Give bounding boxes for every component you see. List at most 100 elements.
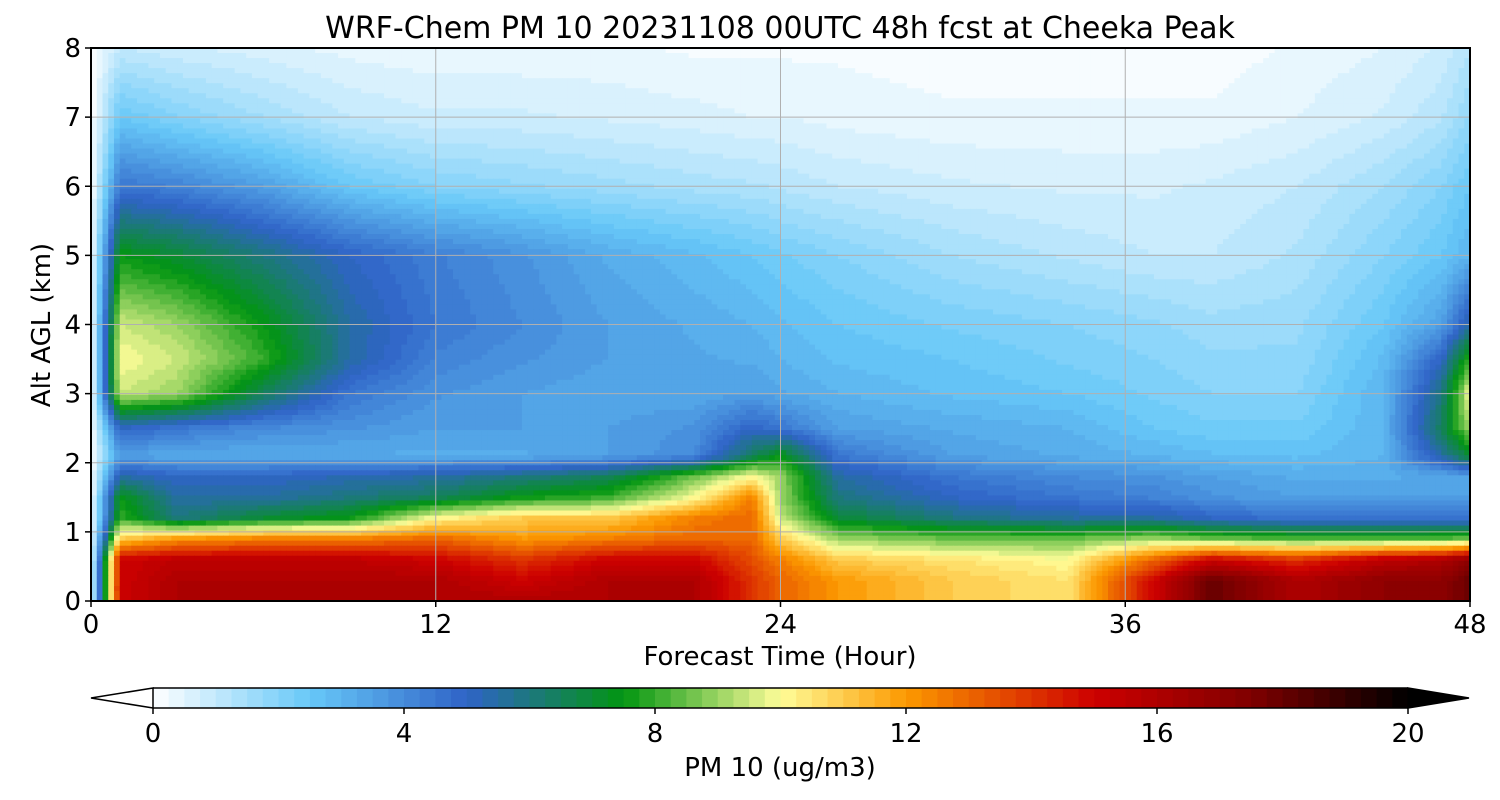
heatmap-cell xyxy=(1148,108,1154,114)
heatmap-cell xyxy=(1045,138,1051,144)
heatmap-cell xyxy=(826,108,832,114)
heatmap-cell xyxy=(1137,138,1143,144)
heatmap-cell xyxy=(1378,123,1384,129)
heatmap-cell xyxy=(1217,83,1223,89)
heatmap-cell xyxy=(1062,108,1068,114)
heatmap-cell xyxy=(1292,144,1298,150)
heatmap-cell xyxy=(1407,68,1413,74)
heatmap-cell xyxy=(269,103,275,109)
heatmap-cell xyxy=(413,138,419,144)
heatmap-cell xyxy=(258,93,264,99)
heatmap-cell xyxy=(568,73,574,79)
heatmap-cell xyxy=(1418,118,1424,124)
heatmap-cell xyxy=(867,88,873,94)
heatmap-cell xyxy=(683,58,689,64)
heatmap-cell xyxy=(660,88,666,94)
heatmap-cell xyxy=(539,88,545,94)
heatmap-cell xyxy=(591,93,597,99)
heatmap-cell xyxy=(1234,83,1240,89)
heatmap-cell xyxy=(637,138,643,144)
heatmap-cell xyxy=(160,133,166,139)
heatmap-cell xyxy=(1413,83,1419,89)
heatmap-cell xyxy=(1447,123,1453,129)
heatmap-cell xyxy=(631,128,637,134)
heatmap-cell xyxy=(407,78,413,84)
heatmap-cell xyxy=(890,73,896,79)
heatmap-cell xyxy=(1217,144,1223,150)
heatmap-cell xyxy=(453,108,459,114)
heatmap-cell xyxy=(332,138,338,144)
heatmap-cell xyxy=(947,63,953,69)
heatmap-cell xyxy=(781,138,787,144)
heatmap-cell xyxy=(792,63,798,69)
heatmap-cell xyxy=(1395,144,1401,150)
heatmap-cell xyxy=(464,68,470,74)
heatmap-cell xyxy=(918,118,924,124)
heatmap-cell xyxy=(269,63,275,69)
heatmap-cell xyxy=(1413,138,1419,144)
heatmap-cell xyxy=(1085,149,1091,155)
heatmap-cell xyxy=(1183,113,1189,119)
heatmap-cell xyxy=(355,93,361,99)
heatmap-cell xyxy=(907,98,913,104)
heatmap-cell xyxy=(436,113,442,119)
heatmap-cell xyxy=(470,144,476,150)
heatmap-cell xyxy=(706,88,712,94)
heatmap-cell xyxy=(367,88,373,94)
heatmap-cell xyxy=(533,78,539,84)
heatmap-cell xyxy=(1033,73,1039,79)
heatmap-cell xyxy=(976,83,982,89)
heatmap-cell xyxy=(815,88,821,94)
heatmap-cell xyxy=(717,133,723,139)
heatmap-cell xyxy=(821,83,827,89)
heatmap-cell xyxy=(419,58,425,64)
heatmap-cell xyxy=(1418,144,1424,150)
heatmap-cell xyxy=(235,113,241,119)
heatmap-cell xyxy=(643,98,649,104)
heatmap-cell xyxy=(1424,73,1430,79)
heatmap-cell xyxy=(982,93,988,99)
heatmap-cell xyxy=(849,128,855,134)
heatmap-cell xyxy=(752,128,758,134)
heatmap-cell xyxy=(125,78,131,84)
heatmap-cell xyxy=(671,53,677,59)
heatmap-cell xyxy=(867,123,873,129)
heatmap-cell xyxy=(350,128,356,134)
heatmap-cell xyxy=(1137,83,1143,89)
heatmap-cell xyxy=(327,128,333,134)
heatmap-cell xyxy=(1079,78,1085,84)
heatmap-cell xyxy=(758,98,764,104)
heatmap-cell xyxy=(510,118,516,124)
heatmap-cell xyxy=(936,113,942,119)
heatmap-cell xyxy=(901,58,907,64)
heatmap-cell xyxy=(872,123,878,129)
heatmap-cell xyxy=(166,118,172,124)
heatmap-cell xyxy=(1160,68,1166,74)
heatmap-cell xyxy=(625,123,631,129)
heatmap-cell xyxy=(809,83,815,89)
heatmap-cell xyxy=(1447,88,1453,94)
heatmap-cell xyxy=(401,144,407,150)
heatmap-cell xyxy=(1051,103,1057,109)
heatmap-cell xyxy=(1441,73,1447,79)
heatmap-cell xyxy=(373,83,379,89)
heatmap-cell xyxy=(102,103,108,109)
heatmap-cell xyxy=(1234,53,1240,59)
heatmap-cell xyxy=(723,98,729,104)
heatmap-cell xyxy=(1280,118,1286,124)
heatmap-cell xyxy=(97,138,103,144)
heatmap-cell xyxy=(114,149,120,155)
heatmap-cell xyxy=(1453,73,1459,79)
heatmap-cell xyxy=(281,128,287,134)
heatmap-cell xyxy=(442,149,448,155)
heatmap-cell xyxy=(246,98,252,104)
heatmap-cell xyxy=(970,133,976,139)
heatmap-cell xyxy=(1436,103,1442,109)
heatmap-cell xyxy=(792,68,798,74)
heatmap-cell xyxy=(384,118,390,124)
heatmap-cell xyxy=(1217,149,1223,155)
heatmap-cell xyxy=(309,138,315,144)
heatmap-cell xyxy=(648,133,654,139)
heatmap-cell xyxy=(516,108,522,114)
heatmap-cell xyxy=(332,103,338,109)
